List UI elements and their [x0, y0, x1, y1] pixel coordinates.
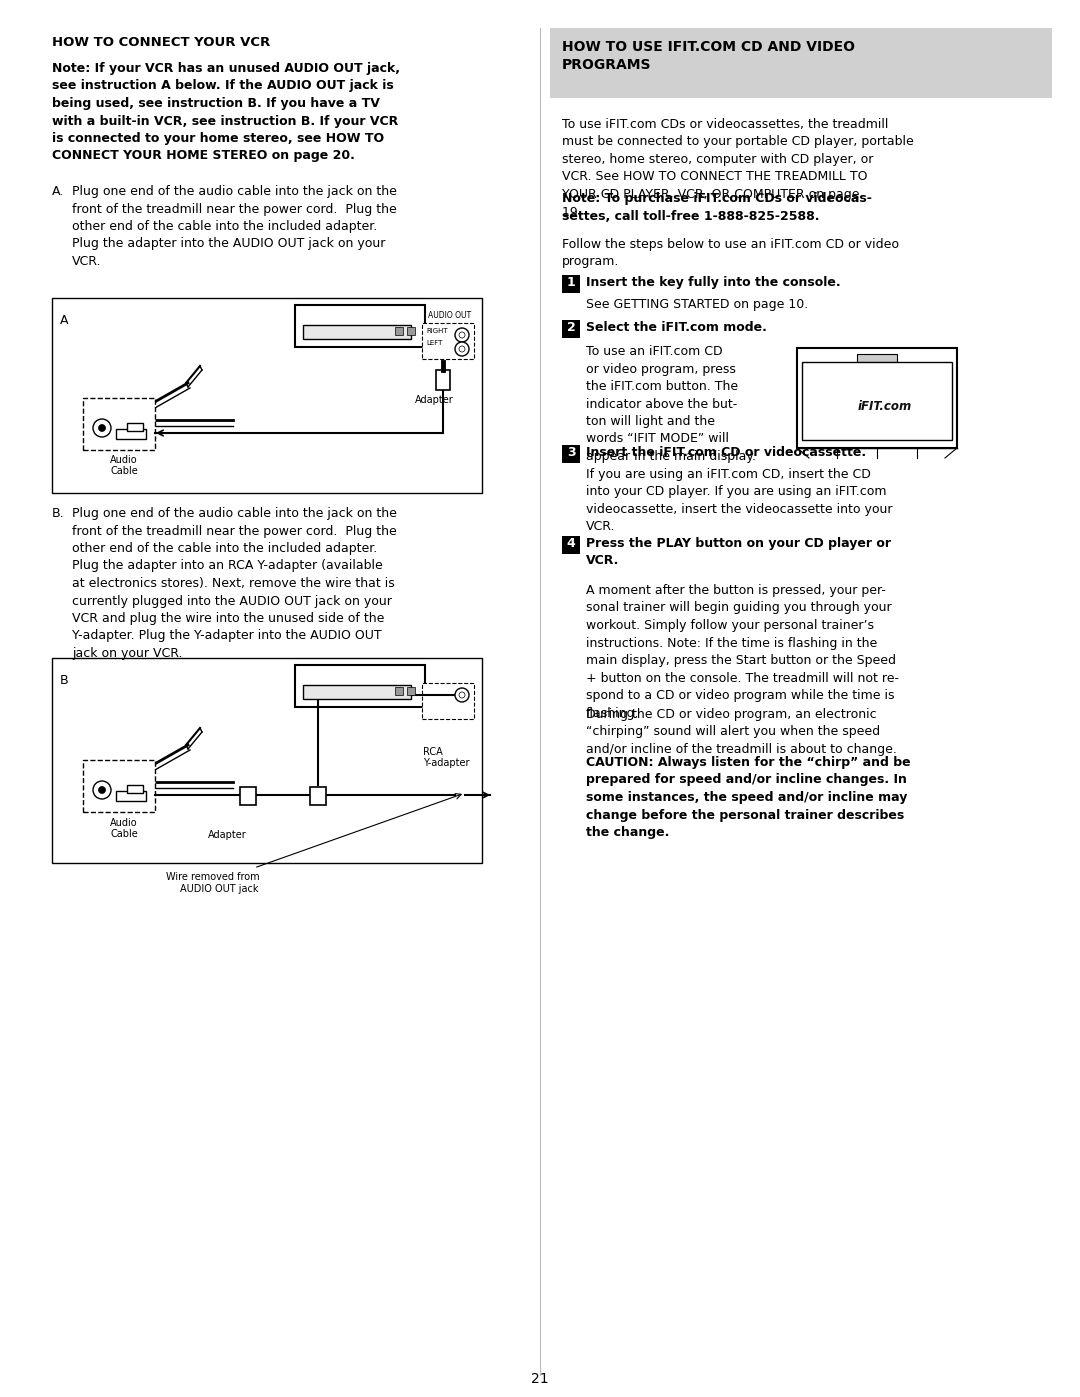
- Bar: [52, 298, 482, 493]
- Text: Audio: Audio: [110, 455, 138, 465]
- Text: Insert the iFIT.com CD or videocassette.: Insert the iFIT.com CD or videocassette.: [586, 446, 866, 460]
- Text: 21: 21: [531, 1372, 549, 1386]
- Text: Note: If your VCR has an unused AUDIO OUT jack,
see instruction A below. If the : Note: If your VCR has an unused AUDIO OU…: [52, 61, 400, 162]
- Text: LEFT: LEFT: [426, 339, 443, 346]
- Text: Plug one end of the audio cable into the jack on the
front of the treadmill near: Plug one end of the audio cable into the…: [72, 184, 396, 268]
- Text: A moment after the button is pressed, your per-
sonal trainer will begin guiding: A moment after the button is pressed, yo…: [586, 584, 899, 719]
- Text: Select the iFIT.com mode.: Select the iFIT.com mode.: [586, 321, 767, 334]
- Bar: [407, 687, 415, 694]
- Text: Cable: Cable: [110, 467, 138, 476]
- Text: 2: 2: [567, 321, 576, 334]
- Bar: [83, 760, 156, 812]
- Bar: [303, 685, 411, 698]
- Text: 1: 1: [567, 277, 576, 289]
- Bar: [295, 305, 426, 346]
- Circle shape: [459, 346, 465, 352]
- Text: CAUTION: Always listen for the “chirp” and be
prepared for speed and/or incline : CAUTION: Always listen for the “chirp” a…: [586, 756, 910, 840]
- Text: Audio: Audio: [110, 819, 138, 828]
- Text: Wire removed from: Wire removed from: [166, 872, 259, 882]
- Circle shape: [455, 328, 469, 342]
- Circle shape: [459, 692, 465, 698]
- Bar: [858, 353, 897, 362]
- Bar: [395, 687, 403, 694]
- Circle shape: [455, 342, 469, 356]
- Bar: [310, 787, 326, 805]
- Text: 4: 4: [567, 536, 576, 550]
- Bar: [802, 362, 951, 440]
- Bar: [240, 787, 256, 805]
- Bar: [295, 665, 426, 707]
- Text: To use an iFIT.com CD
or video program, press
the iFIT.com button. The
indicator: To use an iFIT.com CD or video program, …: [586, 345, 756, 462]
- Bar: [422, 323, 474, 359]
- Text: AUDIO OUT: AUDIO OUT: [428, 312, 471, 320]
- Bar: [562, 446, 580, 462]
- Text: HOW TO CONNECT YOUR VCR: HOW TO CONNECT YOUR VCR: [52, 36, 270, 49]
- Bar: [422, 683, 474, 719]
- Text: Cable: Cable: [110, 828, 138, 840]
- Bar: [127, 785, 143, 793]
- Circle shape: [93, 781, 111, 799]
- Bar: [52, 658, 482, 863]
- Bar: [436, 370, 450, 390]
- Text: A.: A.: [52, 184, 64, 198]
- Text: 3: 3: [567, 446, 576, 460]
- Text: Adapter: Adapter: [208, 830, 246, 840]
- Text: Follow the steps below to use an iFIT.com CD or video
program.: Follow the steps below to use an iFIT.co…: [562, 237, 899, 268]
- Text: Adapter: Adapter: [415, 395, 454, 405]
- Text: A: A: [60, 314, 68, 327]
- Text: B: B: [60, 673, 69, 687]
- Bar: [83, 398, 156, 450]
- Circle shape: [98, 425, 106, 432]
- Text: Insert the key fully into the console.: Insert the key fully into the console.: [586, 277, 840, 289]
- Text: To use iFIT.com CDs or videocassettes, the treadmill
must be connected to your p: To use iFIT.com CDs or videocassettes, t…: [562, 117, 914, 218]
- Text: If you are using an iFIT.com CD, insert the CD
into your CD player. If you are u: If you are using an iFIT.com CD, insert …: [586, 468, 892, 534]
- Text: RCA: RCA: [423, 747, 443, 757]
- Bar: [116, 791, 146, 800]
- Bar: [797, 348, 957, 448]
- Text: Y-adapter: Y-adapter: [423, 759, 470, 768]
- Text: B.: B.: [52, 507, 65, 520]
- Text: iFIT.com: iFIT.com: [858, 400, 913, 412]
- Bar: [562, 320, 580, 338]
- Bar: [303, 326, 411, 339]
- Bar: [127, 423, 143, 432]
- Bar: [562, 536, 580, 555]
- Text: HOW TO USE IFIT.COM CD AND VIDEO
PROGRAMS: HOW TO USE IFIT.COM CD AND VIDEO PROGRAM…: [562, 41, 855, 71]
- Bar: [395, 327, 403, 335]
- Bar: [550, 28, 1052, 98]
- Text: Note: To purchase iFIT.com CDs or videocas-
settes, call toll-free 1-888-825-258: Note: To purchase iFIT.com CDs or videoc…: [562, 191, 872, 222]
- Bar: [407, 327, 415, 335]
- Circle shape: [98, 787, 106, 793]
- Text: Press the PLAY button on your CD player or
VCR.: Press the PLAY button on your CD player …: [586, 536, 891, 567]
- Circle shape: [459, 332, 465, 338]
- Bar: [116, 429, 146, 439]
- Bar: [562, 275, 580, 293]
- Circle shape: [455, 687, 469, 703]
- Text: See GETTING STARTED on page 10.: See GETTING STARTED on page 10.: [586, 298, 808, 312]
- Text: Plug one end of the audio cable into the jack on the
front of the treadmill near: Plug one end of the audio cable into the…: [72, 507, 396, 659]
- Text: During the CD or video program, an electronic
“chirping” sound will alert you wh: During the CD or video program, an elect…: [586, 708, 896, 774]
- Text: AUDIO OUT jack: AUDIO OUT jack: [180, 884, 258, 894]
- Circle shape: [93, 419, 111, 437]
- Text: RIGHT: RIGHT: [426, 328, 447, 334]
